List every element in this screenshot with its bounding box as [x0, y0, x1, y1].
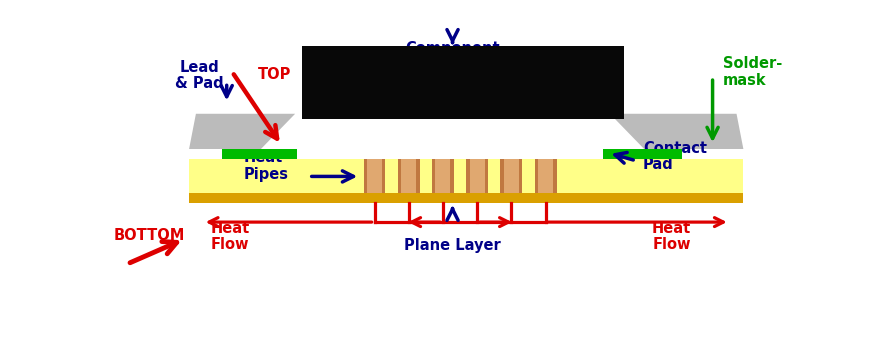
Text: Lead
& Pad: Lead & Pad [175, 60, 223, 92]
Bar [470, 159, 485, 193]
Text: Heat
Flow: Heat Flow [652, 221, 691, 252]
Text: BOTTOM: BOTTOM [114, 228, 185, 243]
Bar [538, 159, 553, 193]
Bar [397, 159, 419, 193]
Bar [535, 159, 556, 193]
Bar [367, 159, 382, 193]
Text: Component: Component [405, 41, 500, 56]
Text: Heat
Pipes: Heat Pipes [244, 151, 289, 182]
Bar [435, 159, 450, 193]
Bar [189, 193, 743, 202]
Bar [364, 159, 386, 193]
Bar [401, 159, 416, 193]
Text: TOP: TOP [258, 67, 291, 82]
Polygon shape [610, 114, 743, 149]
Polygon shape [189, 114, 295, 149]
Bar [189, 159, 743, 193]
Text: Plane Layer: Plane Layer [404, 238, 501, 253]
Bar [222, 149, 298, 159]
Text: Contact
Pad: Contact Pad [643, 141, 706, 173]
Bar [466, 159, 488, 193]
Bar [501, 159, 523, 193]
Text: Solder-
mask: Solder- mask [723, 56, 782, 87]
Bar [432, 159, 454, 193]
Bar [603, 149, 682, 159]
Text: Heat
Flow: Heat Flow [210, 221, 250, 252]
Bar [504, 159, 519, 193]
Bar [302, 46, 623, 119]
